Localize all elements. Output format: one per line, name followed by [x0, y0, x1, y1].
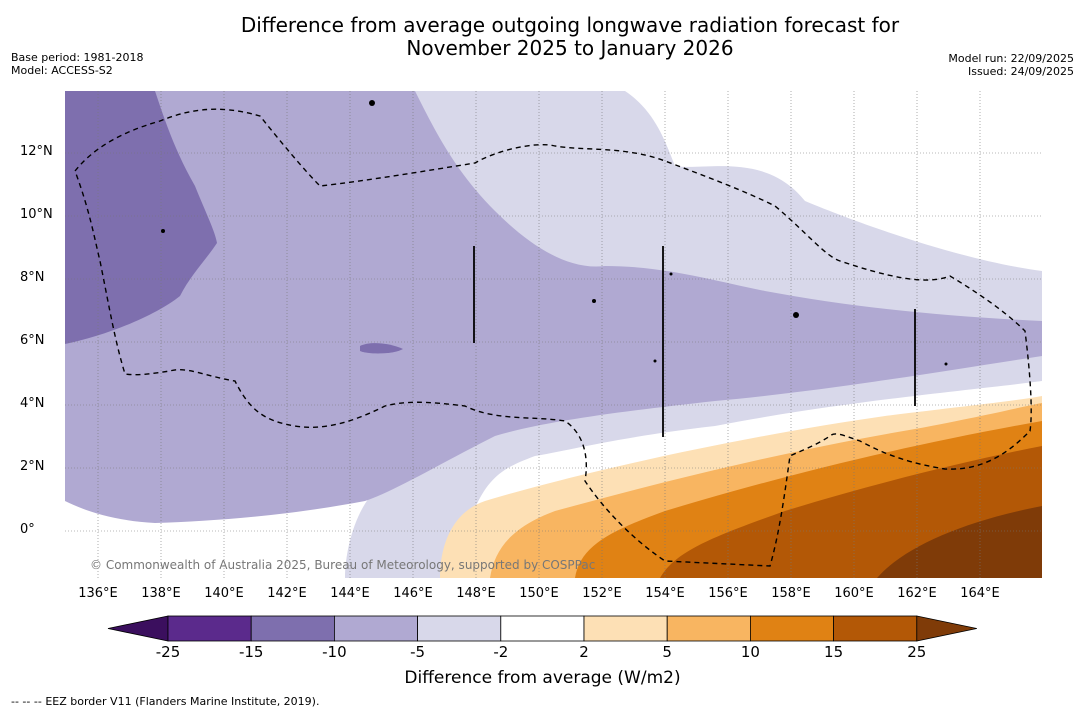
y-tick-label: 8°N	[20, 270, 45, 285]
x-tick-label: 154°E	[645, 586, 685, 601]
colorbar-segment	[167, 615, 252, 642]
colorbar-label: 15	[824, 643, 844, 661]
meta-left: Base period: 1981-2018 Model: ACCESS-S2	[11, 51, 143, 77]
eez-borders	[74, 108, 1032, 567]
colorbar-label: -5	[410, 643, 426, 661]
y-tick-label: 12°N	[20, 144, 53, 159]
colorbar-label: -10	[322, 643, 347, 661]
chart-title: Difference from average outgoing longwav…	[0, 14, 1085, 60]
colorbar-segment	[250, 615, 335, 642]
colorbar-label: -2	[493, 643, 509, 661]
chart-title-line1: Difference from average outgoing longwav…	[240, 13, 900, 37]
colorbar-label: -25	[155, 643, 181, 661]
x-tick-label: 142°E	[267, 586, 307, 601]
copyright-text: © Commonwealth of Australia 2025, Bureau…	[90, 558, 596, 572]
colorbar-segment	[833, 615, 918, 642]
colorbar-high-extend	[916, 615, 977, 642]
islands	[161, 100, 948, 366]
eez-legend-symbol: -- -- --	[11, 695, 42, 708]
colorbar-label: 5	[662, 643, 672, 661]
meta-right: Model run: 22/09/2025 Issued: 24/09/2025	[948, 52, 1074, 78]
x-tick-label: 140°E	[204, 586, 244, 601]
x-tick-label: 158°E	[771, 586, 811, 601]
x-tick-label: 148°E	[456, 586, 496, 601]
colorbar-segment	[333, 615, 418, 642]
y-tick-label: 2°N	[20, 459, 45, 474]
colorbar-label: -15	[238, 643, 264, 661]
chart-title-line2: November 2025 to January 2026	[406, 36, 734, 60]
map-panel: © Commonwealth of Australia 2025, Bureau…	[65, 91, 1042, 578]
issued-text: Issued: 24/09/2025	[967, 65, 1074, 78]
base-period-text: Base period: 1981-2018	[11, 51, 144, 64]
x-tick-label: 138°E	[141, 586, 181, 601]
colorbar-segment	[500, 615, 585, 642]
x-tick-label: 156°E	[708, 586, 748, 601]
footer-legend: -- -- -- EEZ border V11 (Flanders Marine…	[11, 695, 319, 708]
x-tick-label: 146°E	[393, 586, 433, 601]
y-tick-label: 0°	[20, 522, 35, 537]
model-text: Model: ACCESS-S2	[11, 64, 113, 77]
anomaly-band-minus10	[65, 91, 1042, 523]
colorbar-label: 10	[740, 643, 760, 661]
colorbar	[107, 615, 977, 642]
colorbar-segment	[750, 615, 835, 642]
x-tick-label: 150°E	[519, 586, 559, 601]
gridlines	[65, 91, 1042, 578]
model-run-text: Model run: 22/09/2025	[948, 52, 1074, 65]
x-tick-label: 164°E	[960, 586, 1000, 601]
colorbar-segment	[417, 615, 502, 642]
map-svg	[65, 91, 1042, 578]
colorbar-segment	[583, 615, 668, 642]
anomaly-blob	[360, 343, 403, 354]
colorbar-label: 2	[579, 643, 589, 661]
colorbar-title: Difference from average (W/m2)	[404, 668, 681, 688]
colorbar-segment	[666, 615, 751, 642]
x-tick-label: 162°E	[897, 586, 937, 601]
anomaly-band-minus15	[65, 91, 217, 344]
x-tick-label: 144°E	[330, 586, 370, 601]
eez-legend-text: EEZ border V11 (Flanders Marine Institut…	[45, 695, 320, 708]
x-tick-label: 160°E	[834, 586, 874, 601]
solid-borders	[473, 246, 916, 437]
y-tick-label: 4°N	[20, 396, 45, 411]
colorbar-label: 25	[907, 643, 927, 661]
y-tick-label: 6°N	[20, 333, 45, 348]
anomaly-band-plus25	[877, 506, 1042, 578]
x-tick-label: 152°E	[582, 586, 622, 601]
x-tick-label: 136°E	[78, 586, 118, 601]
colorbar-low-extend	[107, 615, 169, 642]
y-tick-label: 10°N	[20, 207, 53, 222]
